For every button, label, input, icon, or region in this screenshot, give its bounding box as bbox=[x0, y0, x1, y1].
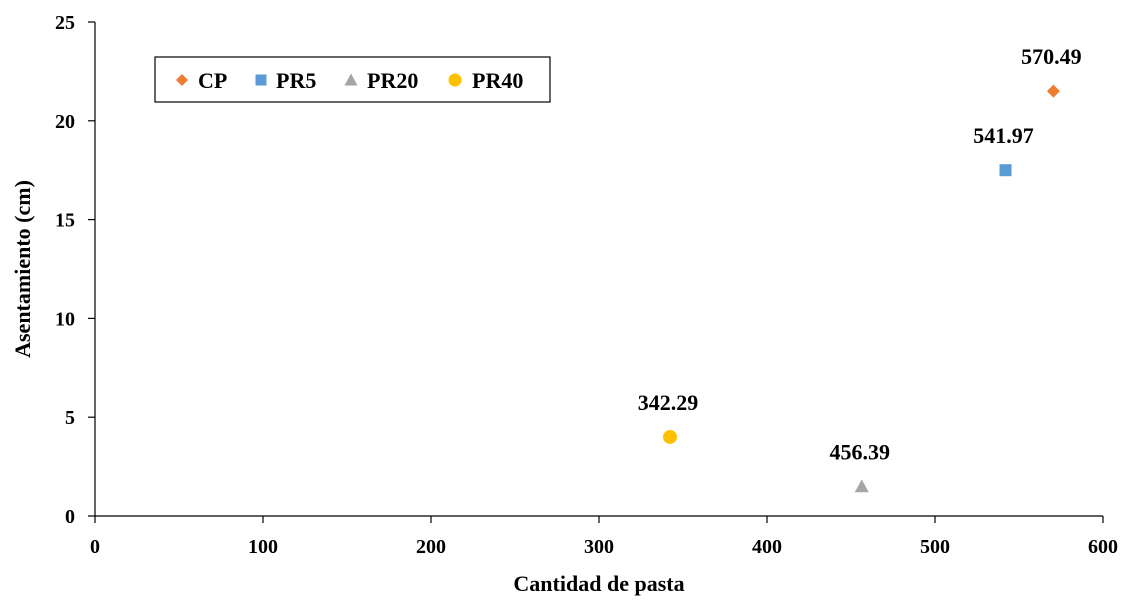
y-axis-title: Asentamiento (cm) bbox=[10, 180, 35, 358]
legend-label-pr20: PR20 bbox=[367, 68, 418, 93]
data-point-cp bbox=[1046, 84, 1060, 98]
legend-box bbox=[154, 56, 551, 103]
data-label-pr40: 342.29 bbox=[638, 390, 699, 415]
legend-marker-pr5 bbox=[255, 74, 267, 86]
y-tick-label: 25 bbox=[55, 12, 75, 34]
legend-marker-pr40 bbox=[448, 73, 462, 87]
x-axis-title: Cantidad de pasta bbox=[513, 571, 684, 596]
data-point-pr40 bbox=[663, 429, 678, 444]
x-tick-label: 100 bbox=[248, 536, 278, 558]
data-label-cp: 570.49 bbox=[1021, 44, 1082, 69]
x-tick-label: 500 bbox=[920, 536, 950, 558]
x-tick-label: 200 bbox=[416, 536, 446, 558]
axes: 0 5 10 15 20 25 0 100 200 300 400 500 600 bbox=[55, 12, 1118, 558]
x-tick-label: 400 bbox=[752, 536, 782, 558]
x-tick-label: 300 bbox=[584, 536, 614, 558]
x-tick-label: 0 bbox=[90, 536, 100, 558]
y-tick-label: 5 bbox=[65, 407, 75, 429]
data-label-pr20: 456.39 bbox=[829, 439, 890, 464]
y-tick-label: 15 bbox=[55, 210, 75, 232]
data-point-pr5 bbox=[999, 164, 1012, 177]
legend-marker-cp bbox=[176, 74, 188, 86]
x-tick-label: 600 bbox=[1088, 536, 1118, 558]
y-tick-label: 20 bbox=[55, 111, 75, 133]
data-label-pr5: 541.97 bbox=[973, 123, 1034, 148]
legend-label-pr5: PR5 bbox=[276, 68, 316, 93]
y-tick-label: 0 bbox=[65, 506, 75, 528]
legend-label-pr40: PR40 bbox=[472, 68, 523, 93]
legend: CP PR5 PR20 PR40 bbox=[154, 56, 551, 103]
legend-marker-pr20 bbox=[344, 73, 358, 86]
data-points: 570.49 541.97 456.39 342.29 bbox=[638, 44, 1082, 493]
legend-label-cp: CP bbox=[198, 68, 227, 93]
data-point-pr20 bbox=[854, 479, 869, 493]
y-tick-label: 10 bbox=[55, 308, 75, 330]
